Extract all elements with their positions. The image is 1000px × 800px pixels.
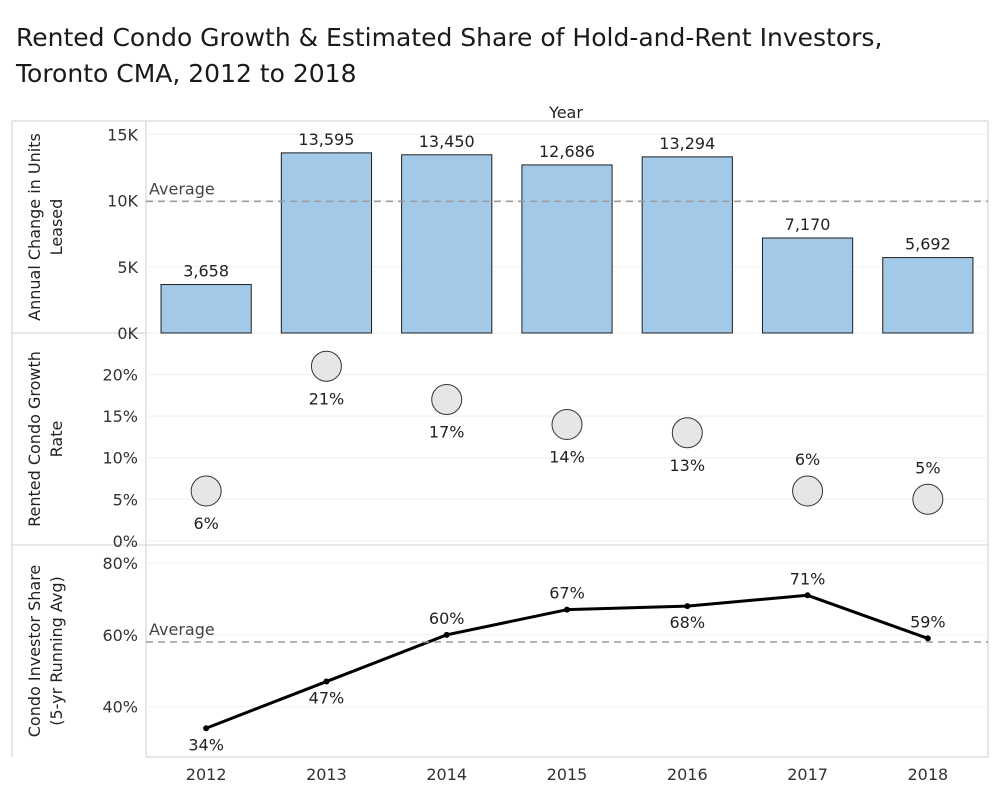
line-value-label: 60% xyxy=(429,609,465,628)
point-2013 xyxy=(310,350,342,382)
x-tick-label: 2016 xyxy=(667,765,708,784)
line-point-2012 xyxy=(203,725,210,732)
point-2015 xyxy=(551,408,583,440)
x-tick-label: 2014 xyxy=(426,765,467,784)
bar-2014 xyxy=(401,154,493,334)
point-value-label: 5% xyxy=(915,458,940,477)
chart-panels: 0K 5K 10K 15K Annual Change in Units Leased 3,… xyxy=(11,120,989,758)
bar-value-label: 3,658 xyxy=(183,262,229,281)
bar-value-label: 5,692 xyxy=(905,235,951,254)
chart-title: Rented Condo Growth & Estimated Share of… xyxy=(16,23,883,88)
y-axis-title: Condo Investor Share (5-yr Running Avg) xyxy=(25,565,66,738)
point-value-label: 21% xyxy=(309,389,345,408)
y-tick-label: 40% xyxy=(102,698,138,717)
bar-value-label: 7,170 xyxy=(785,215,831,234)
line-value-label: 59% xyxy=(910,612,946,631)
y-tick-label: 60% xyxy=(102,626,138,645)
x-tick-label: 2017 xyxy=(787,765,828,784)
bar-2017 xyxy=(761,237,854,334)
line-point-2016 xyxy=(684,603,691,610)
average-label: Average xyxy=(149,179,215,198)
line-value-label: 47% xyxy=(309,689,345,708)
line-value-label: 67% xyxy=(549,584,585,603)
point-value-label: 17% xyxy=(429,423,465,442)
investor-share-line xyxy=(205,593,929,730)
line-point-2013 xyxy=(323,678,330,685)
column-header: Year xyxy=(548,103,583,122)
bar-value-label: 13,450 xyxy=(419,132,475,151)
x-tick-label: 2018 xyxy=(907,765,948,784)
line-value-label: 68% xyxy=(670,613,706,632)
bar-2015 xyxy=(521,164,613,334)
line-point-2015 xyxy=(564,606,570,613)
bar-value-label: 13,595 xyxy=(298,130,354,149)
y-tick-label: 0% xyxy=(113,532,138,551)
point-value-label: 6% xyxy=(795,450,820,469)
x-axis: 2012 2013 2014 2015 2016 2017 2018 xyxy=(186,765,948,784)
bar-value-label: 13,294 xyxy=(659,134,715,153)
point-2012 xyxy=(190,475,222,507)
bar-value-label: 12,686 xyxy=(539,142,595,161)
y-axis-title-line: Rate xyxy=(47,421,66,458)
point-value-label: 13% xyxy=(670,456,706,475)
y-axis-title-line: Condo Investor Share xyxy=(25,565,44,738)
y-axis-title-line: Rented Condo Growth xyxy=(25,351,44,527)
point-2016 xyxy=(671,417,703,449)
bar-2016 xyxy=(641,156,733,334)
y-tick-label: 20% xyxy=(102,366,138,385)
y-tick-label: 5% xyxy=(113,490,138,509)
y-tick-label: 10K xyxy=(107,192,138,211)
line-point-2014 xyxy=(443,631,450,638)
y-axis-title-line: Annual Change in Units xyxy=(25,133,44,321)
point-2014 xyxy=(431,384,463,416)
y-tick-label: 10% xyxy=(102,449,138,468)
x-tick-label: 2013 xyxy=(306,765,347,784)
point-value-label: 6% xyxy=(193,514,218,533)
line-value-label: 71% xyxy=(790,569,826,588)
y-tick-label: 80% xyxy=(102,554,138,573)
y-tick-label: 15% xyxy=(102,407,138,426)
x-tick-label: 2012 xyxy=(186,765,227,784)
y-tick-label: 5K xyxy=(117,258,138,277)
y-tick-label: 0K xyxy=(117,324,138,343)
y-axis-title: Annual Change in Units Leased xyxy=(25,133,66,321)
bar-2018 xyxy=(882,257,974,334)
bar-2013 xyxy=(280,152,373,334)
line-value-label: 34% xyxy=(188,735,224,754)
bar-2012 xyxy=(160,284,252,334)
y-tick-label: 15K xyxy=(107,125,138,144)
line-point-2018 xyxy=(924,635,931,642)
y-axis-title: Rented Condo Growth Rate xyxy=(25,351,66,527)
point-2017 xyxy=(792,475,824,507)
line-point-2017 xyxy=(804,592,811,599)
point-2018 xyxy=(912,483,944,515)
x-tick-label: 2015 xyxy=(547,765,588,784)
y-axis-title-line: (5-yr Running Avg) xyxy=(47,576,66,726)
y-axis-title-line: Leased xyxy=(47,199,66,256)
average-label: Average xyxy=(149,620,215,639)
point-value-label: 14% xyxy=(549,447,585,466)
